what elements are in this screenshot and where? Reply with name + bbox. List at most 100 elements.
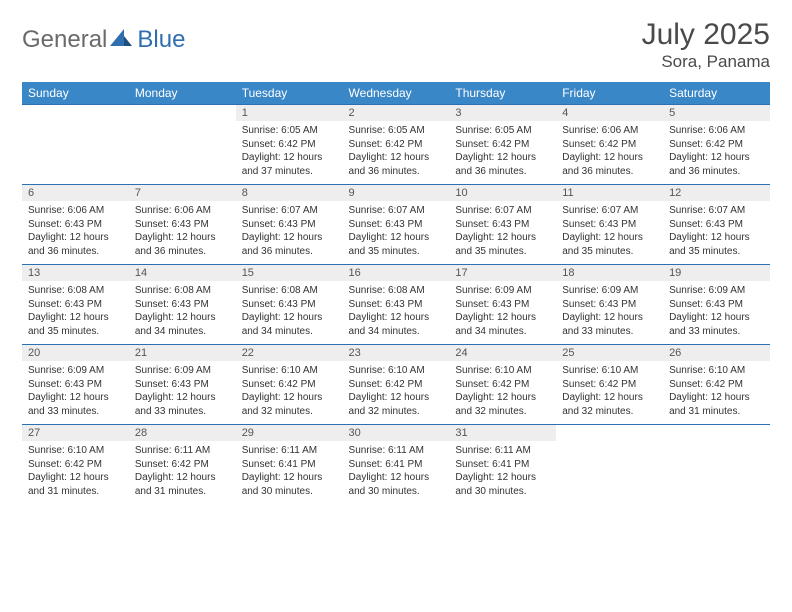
calendar-day-cell: 21Sunrise: 6:09 AMSunset: 6:43 PMDayligh… [129,345,236,425]
calendar-day-cell [22,105,129,185]
day-data: Sunrise: 6:06 AMSunset: 6:43 PMDaylight:… [22,201,129,264]
day-data: Sunrise: 6:09 AMSunset: 6:43 PMDaylight:… [129,361,236,424]
day-data: Sunrise: 6:05 AMSunset: 6:42 PMDaylight:… [449,121,556,184]
calendar-day-cell: 31 Sunrise: 6:11 AMSunset: 6:41 PMDayligh… [449,425,556,505]
sunrise-text: Sunrise: 6:06 AM [135,204,230,218]
day-number: 18 [556,265,663,281]
day-data: Sunrise: 6:07 AMSunset: 6:43 PMDaylight:… [663,201,770,264]
sunrise-text: Sunrise: 6:10 AM [28,444,123,458]
sunrise-text: Sunrise: 6:09 AM [28,364,123,378]
sunrise-text: Sunrise: 6:09 AM [135,364,230,378]
calendar-week-row: 13Sunrise: 6:08 AMSunset: 6:43 PMDayligh… [22,265,770,345]
daylight-text: Daylight: 12 hours and 36 minutes. [669,151,764,178]
sunrise-text: Sunrise: 6:11 AM [242,444,337,458]
daylight-text: Daylight: 12 hours and 36 minutes. [28,231,123,258]
daylight-text: Daylight: 12 hours and 30 minutes. [455,471,550,498]
sunset-text: Sunset: 6:43 PM [455,218,550,232]
calendar-week-row: 27Sunrise: 6:10 AMSunset: 6:42 PMDayligh… [22,425,770,505]
day-data: Sunrise: 6:06 AMSunset: 6:42 PMDaylight:… [556,121,663,184]
sunrise-text: Sunrise: 6:06 AM [562,124,657,138]
day-data: Sunrise: 6:09 AMSunset: 6:43 PMDaylight:… [449,281,556,344]
day-data: Sunrise: 6:07 AMSunset: 6:43 PMDaylight:… [236,201,343,264]
sunrise-text: Sunrise: 6:06 AM [28,204,123,218]
day-number: 31 [449,425,556,441]
sunrise-text: Sunrise: 6:09 AM [562,284,657,298]
day-number: 25 [556,345,663,361]
sunset-text: Sunset: 6:42 PM [349,138,444,152]
day-number: 16 [343,265,450,281]
sunset-text: Sunset: 6:43 PM [242,218,337,232]
calendar-day-cell: 12Sunrise: 6:07 AMSunset: 6:43 PMDayligh… [663,185,770,265]
calendar-day-cell: 1Sunrise: 6:05 AMSunset: 6:42 PMDaylight… [236,105,343,185]
calendar-day-cell: 23Sunrise: 6:10 AMSunset: 6:42 PMDayligh… [343,345,450,425]
day-data: Sunrise: 6:11 AMSunset: 6:42 PMDaylight:… [129,441,236,504]
sunrise-text: Sunrise: 6:07 AM [349,204,444,218]
sunset-text: Sunset: 6:41 PM [455,458,550,472]
daylight-text: Daylight: 12 hours and 33 minutes. [562,311,657,338]
sunset-text: Sunset: 6:42 PM [455,138,550,152]
calendar-day-cell: 19Sunrise: 6:09 AMSunset: 6:43 PMDayligh… [663,265,770,345]
day-data: Sunrise: 6:10 AMSunset: 6:42 PMDaylight:… [22,441,129,504]
sunrise-text: Sunrise: 6:09 AM [455,284,550,298]
daylight-text: Daylight: 12 hours and 31 minutes. [28,471,123,498]
day-number: 13 [22,265,129,281]
weekday-header: Thursday [449,82,556,105]
calendar-day-cell: 26Sunrise: 6:10 AMSunset: 6:42 PMDayligh… [663,345,770,425]
calendar-week-row: 6Sunrise: 6:06 AMSunset: 6:43 PMDaylight… [22,185,770,265]
daylight-text: Daylight: 12 hours and 36 minutes. [562,151,657,178]
daylight-text: Daylight: 12 hours and 34 minutes. [242,311,337,338]
calendar-table: Sunday Monday Tuesday Wednesday Thursday… [22,82,770,504]
day-number: 8 [236,185,343,201]
day-data: Sunrise: 6:10 AMSunset: 6:42 PMDaylight:… [343,361,450,424]
calendar-day-cell: 3Sunrise: 6:05 AMSunset: 6:42 PMDaylight… [449,105,556,185]
sunset-text: Sunset: 6:43 PM [349,218,444,232]
sunset-text: Sunset: 6:42 PM [242,138,337,152]
calendar-day-cell: 24Sunrise: 6:10 AMSunset: 6:42 PMDayligh… [449,345,556,425]
day-data: Sunrise: 6:11 AMSunset: 6:41 PMDaylight:… [343,441,450,504]
sunrise-text: Sunrise: 6:07 AM [242,204,337,218]
sunset-text: Sunset: 6:43 PM [669,298,764,312]
day-number: 2 [343,105,450,121]
daylight-text: Daylight: 12 hours and 32 minutes. [455,391,550,418]
day-data: Sunrise: 6:09 AMSunset: 6:43 PMDaylight:… [663,281,770,344]
sunset-text: Sunset: 6:42 PM [562,378,657,392]
day-number: 15 [236,265,343,281]
day-data: Sunrise: 6:08 AMSunset: 6:43 PMDaylight:… [129,281,236,344]
calendar-day-cell: 13Sunrise: 6:08 AMSunset: 6:43 PMDayligh… [22,265,129,345]
sunrise-text: Sunrise: 6:11 AM [455,444,550,458]
day-number: 10 [449,185,556,201]
daylight-text: Daylight: 12 hours and 31 minutes. [135,471,230,498]
daylight-text: Daylight: 12 hours and 34 minutes. [455,311,550,338]
day-number: 29 [236,425,343,441]
day-data: Sunrise: 6:08 AMSunset: 6:43 PMDaylight:… [22,281,129,344]
sunrise-text: Sunrise: 6:08 AM [349,284,444,298]
day-number: 28 [129,425,236,441]
daylight-text: Daylight: 12 hours and 34 minutes. [135,311,230,338]
sunset-text: Sunset: 6:43 PM [242,298,337,312]
day-number: 27 [22,425,129,441]
sunset-text: Sunset: 6:43 PM [349,298,444,312]
calendar-day-cell [129,105,236,185]
daylight-text: Daylight: 12 hours and 36 minutes. [455,151,550,178]
sunrise-text: Sunrise: 6:08 AM [135,284,230,298]
daylight-text: Daylight: 12 hours and 33 minutes. [135,391,230,418]
sunset-text: Sunset: 6:43 PM [28,218,123,232]
sunrise-text: Sunrise: 6:11 AM [349,444,444,458]
day-number: 26 [663,345,770,361]
daylight-text: Daylight: 12 hours and 37 minutes. [242,151,337,178]
day-data: Sunrise: 6:05 AMSunset: 6:42 PMDaylight:… [236,121,343,184]
calendar-day-cell: 20Sunrise: 6:09 AMSunset: 6:43 PMDayligh… [22,345,129,425]
brand-part1: General [22,26,107,54]
calendar-day-cell: 2Sunrise: 6:05 AMSunset: 6:42 PMDaylight… [343,105,450,185]
sunset-text: Sunset: 6:43 PM [28,378,123,392]
day-number: 21 [129,345,236,361]
calendar-day-cell: 5Sunrise: 6:06 AMSunset: 6:42 PMDaylight… [663,105,770,185]
calendar-day-cell: 16Sunrise: 6:08 AMSunset: 6:43 PMDayligh… [343,265,450,345]
calendar-day-cell: 4Sunrise: 6:06 AMSunset: 6:42 PMDaylight… [556,105,663,185]
day-data: Sunrise: 6:09 AMSunset: 6:43 PMDaylight:… [22,361,129,424]
sunrise-text: Sunrise: 6:10 AM [455,364,550,378]
calendar-day-cell: 22Sunrise: 6:10 AMSunset: 6:42 PMDayligh… [236,345,343,425]
weekday-header: Saturday [663,82,770,105]
calendar-page: General Blue July 2025 Sora, Panama Sund… [0,0,792,522]
calendar-day-cell: 6Sunrise: 6:06 AMSunset: 6:43 PMDaylight… [22,185,129,265]
